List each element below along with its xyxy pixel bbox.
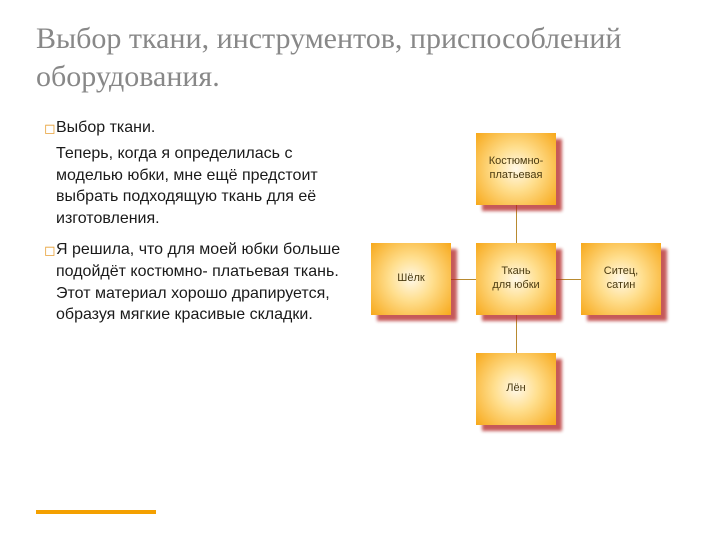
slide-title: Выбор ткани, инструментов, приспособлени… <box>36 20 684 95</box>
node-box: Шёлк <box>371 243 451 315</box>
node-label: Костюмно- <box>489 155 544 169</box>
paragraph-text: Теперь, когда я определилась с моделью ю… <box>56 143 346 229</box>
accent-bar <box>36 510 156 514</box>
node-left: Шёлк <box>371 243 451 315</box>
node-right: Ситец, сатин <box>581 243 661 315</box>
node-bottom: Лён <box>476 353 556 425</box>
node-box: Ткань для юбки <box>476 243 556 315</box>
node-label: Шёлк <box>397 272 424 286</box>
fabric-diagram: Костюмно- платьевая Шёлк Ткань для <box>366 113 666 443</box>
diagram-column: Костюмно- платьевая Шёлк Ткань для <box>356 113 684 520</box>
slide: Выбор ткани, инструментов, приспособлени… <box>0 0 720 540</box>
node-label: Ситец, <box>604 265 638 279</box>
node-box: Ситец, сатин <box>581 243 661 315</box>
node-label: для юбки <box>492 279 539 293</box>
bullet-icon: ◻ <box>36 239 56 261</box>
node-center: Ткань для юбки <box>476 243 556 315</box>
content-area: ◻ Выбор ткани. Теперь, когда я определил… <box>36 113 684 520</box>
bullet-text: Я решила, что для моей юбки больше подой… <box>56 239 346 325</box>
node-label: Ткань <box>501 265 530 279</box>
bullet-item: ◻ Я решила, что для моей юбки больше под… <box>36 239 346 325</box>
node-label: сатин <box>607 279 636 293</box>
text-column: ◻ Выбор ткани. Теперь, когда я определил… <box>36 113 346 520</box>
bullet-icon: ◻ <box>36 117 56 139</box>
node-box: Лён <box>476 353 556 425</box>
node-top: Костюмно- платьевая <box>476 133 556 205</box>
bullet-item: ◻ Выбор ткани. <box>36 117 346 139</box>
bullet-text: Выбор ткани. <box>56 117 346 139</box>
node-label: платьевая <box>490 169 543 183</box>
node-box: Костюмно- платьевая <box>476 133 556 205</box>
node-label: Лён <box>506 382 525 396</box>
